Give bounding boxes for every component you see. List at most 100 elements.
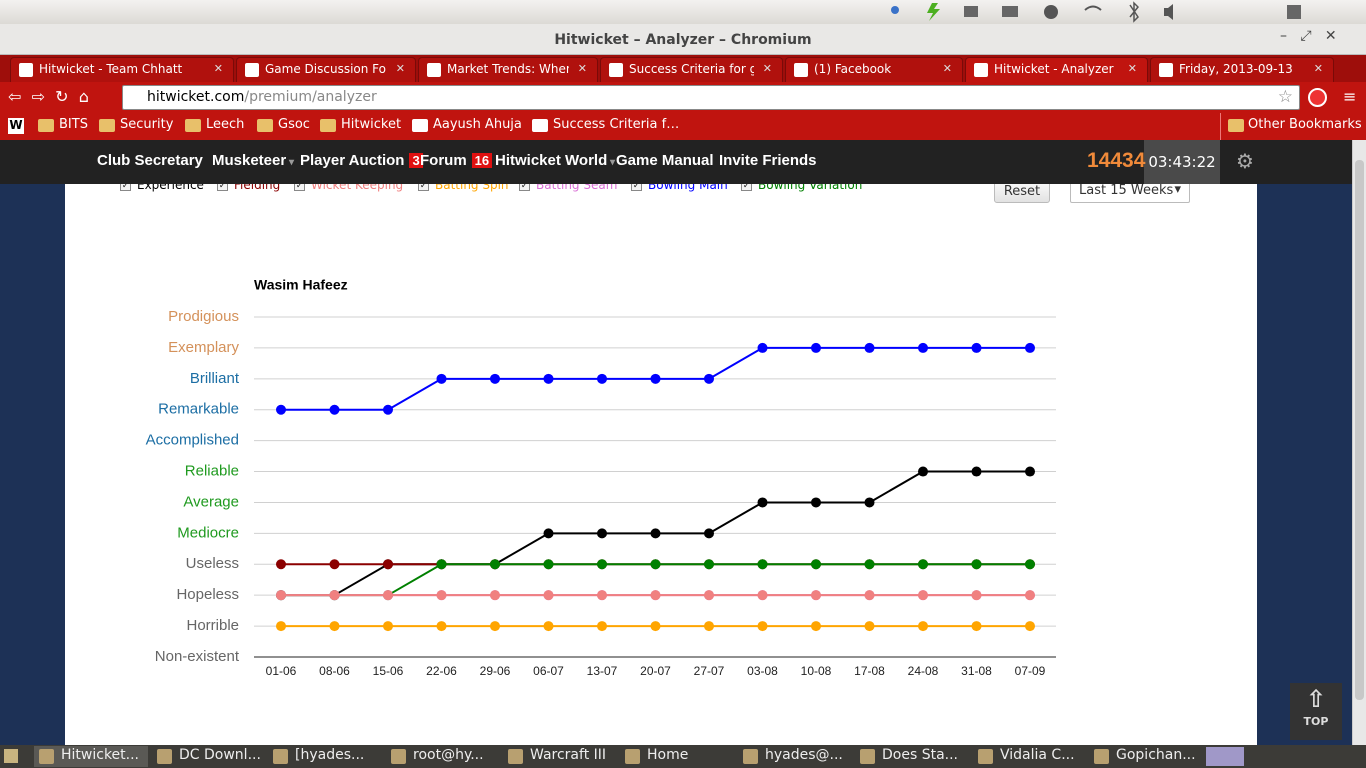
star[interactable]: ☆ xyxy=(1277,87,1293,107)
task-icon xyxy=(508,749,523,764)
tab[interactable]: Hitwicket - Team Chhatt ✕ xyxy=(10,57,234,82)
data-point xyxy=(597,590,607,601)
task[interactable]: root@hy... xyxy=(386,746,500,767)
other-bookmarks[interactable]: Other Bookmarks xyxy=(1228,117,1362,132)
data-point xyxy=(490,373,500,384)
bookmark[interactable]: Security xyxy=(99,117,173,137)
nav-item[interactable]: Player Auction 3 xyxy=(300,152,423,169)
data-point xyxy=(811,621,821,632)
tab[interactable]: Hitwicket - Analyzer ✕ xyxy=(965,57,1148,82)
extension[interactable] xyxy=(1308,88,1327,107)
task-icon xyxy=(157,749,172,764)
menu[interactable]: ≡ xyxy=(1343,87,1357,106)
nav-item[interactable]: Game Manual xyxy=(616,152,714,169)
nav-badge: 3 xyxy=(409,153,423,168)
tab[interactable]: Friday, 2013-09-13 ✕ xyxy=(1150,57,1334,82)
nav-label: Hitwicket World xyxy=(495,152,608,169)
tab-close[interactable]: ✕ xyxy=(1127,62,1137,75)
show-desktop[interactable] xyxy=(4,749,18,763)
task[interactable]: Warcraft III xyxy=(503,746,617,767)
data-point xyxy=(757,497,768,508)
nav-label: Player Auction xyxy=(300,152,405,169)
tab-close[interactable]: ✕ xyxy=(213,62,223,75)
nav-label: Club Secretary xyxy=(97,152,203,169)
x-tick-label: 31-08 xyxy=(961,664,992,678)
scrollbar[interactable] xyxy=(1352,140,1366,745)
tab-title: Hitwicket - Team Chhatt xyxy=(39,62,183,76)
legend-label: Fielding xyxy=(234,184,281,192)
bookmark[interactable]: Hitwicket xyxy=(320,117,401,137)
tab[interactable]: Game Discussion Forum ✕ xyxy=(236,57,416,82)
address-bar[interactable]: hitwicket.com/premium/analyzer ☆ xyxy=(122,85,1300,110)
range-select[interactable]: Last 15 Weeks ▾ xyxy=(1070,184,1190,203)
series xyxy=(276,590,1035,601)
task[interactable]: Hitwicket... xyxy=(34,746,148,767)
nav-item[interactable]: Musketeer ▾ xyxy=(212,152,294,169)
data-point xyxy=(329,621,340,632)
checkbox[interactable]: ✓ xyxy=(120,184,131,191)
x-tick-label: 06-07 xyxy=(533,664,564,678)
bookmark[interactable]: Gsoc xyxy=(257,117,310,137)
top-button[interactable]: ⇧ TOP xyxy=(1290,683,1342,740)
data-point xyxy=(543,621,554,632)
tab-close[interactable]: ✕ xyxy=(395,62,405,75)
nav-item[interactable]: Club Secretary xyxy=(97,152,203,169)
toolbar: ⇦ ⇨ ↻ ⌂ hitwicket.com/premium/analyzer ☆… xyxy=(0,82,1366,113)
nav-item[interactable]: Invite Friends xyxy=(719,152,817,169)
data-point xyxy=(597,373,607,384)
checkbox[interactable]: ✓ xyxy=(217,184,228,191)
y-tick-label: Brilliant xyxy=(190,370,240,387)
tab-close[interactable]: ✕ xyxy=(762,62,772,75)
task-icon xyxy=(860,749,875,764)
checkbox[interactable]: ✓ xyxy=(418,184,429,191)
legend-item[interactable]: ✓ Wicket Keeping xyxy=(294,184,403,192)
task[interactable]: DC Downl... xyxy=(152,746,266,767)
legend-item[interactable]: ✓ Fielding xyxy=(217,184,280,192)
bookmark[interactable]: Success Criteria f… xyxy=(532,117,679,137)
legend-item[interactable]: ✓ Batting Seam xyxy=(519,184,617,192)
task[interactable]: Does Sta... xyxy=(855,746,969,767)
tab-close[interactable]: ✕ xyxy=(1313,62,1323,75)
task-icon xyxy=(978,749,993,764)
nav-item[interactable]: Hitwicket World ▾ xyxy=(495,152,615,169)
data-point xyxy=(757,590,768,601)
tab-close[interactable]: ✕ xyxy=(942,62,952,75)
nav-item[interactable]: Forum 16 xyxy=(420,152,493,169)
nav-buttons[interactable]: ⇦ ⇨ ↻ ⌂ xyxy=(8,87,89,106)
content-panel: ✓ Experience ✓ Fielding ✓ Wicket Keeping ✓ Batt… xyxy=(65,184,1257,745)
legend-item[interactable]: ✓ Bowling Variation xyxy=(741,184,862,192)
data-point xyxy=(704,528,714,539)
window-controls[interactable]: – ⤢ ✕ xyxy=(1280,28,1337,44)
checkbox[interactable]: ✓ xyxy=(631,184,642,191)
data-point xyxy=(704,621,714,632)
bookmark[interactable]: BITS xyxy=(38,117,88,137)
data-point xyxy=(971,342,982,353)
legend-item[interactable]: ✓ Bowling Main xyxy=(631,184,728,192)
tab-icon xyxy=(427,63,441,77)
task[interactable]: Gopichan... xyxy=(1089,746,1203,767)
task[interactable]: [hyades... xyxy=(268,746,382,767)
task-icon xyxy=(1094,749,1109,764)
legend-item[interactable]: ✓ Batting Spin xyxy=(418,184,509,192)
scroll-thumb[interactable] xyxy=(1355,160,1364,700)
tab[interactable]: Market Trends: When t ✕ xyxy=(418,57,598,82)
reset-button[interactable]: Reset xyxy=(994,184,1050,203)
workspace[interactable] xyxy=(1206,747,1244,766)
legend-item[interactable]: ✓ Experience xyxy=(120,184,204,192)
checkbox[interactable]: ✓ xyxy=(741,184,752,191)
settings[interactable]: ⚙ xyxy=(1236,149,1254,173)
checkbox[interactable]: ✓ xyxy=(294,184,305,191)
task[interactable]: Vidalia C... xyxy=(973,746,1087,767)
tab[interactable]: (1) Facebook ✕ xyxy=(785,57,963,82)
task[interactable]: Home xyxy=(620,746,734,767)
task[interactable]: hyades@... xyxy=(738,746,852,767)
tab[interactable]: Success Criteria for gst ✕ xyxy=(600,57,783,82)
checkbox[interactable]: ✓ xyxy=(519,184,530,191)
data-point xyxy=(864,621,875,632)
w-icon[interactable]: W xyxy=(8,118,24,134)
tab-close[interactable]: ✕ xyxy=(577,62,587,75)
bookmark[interactable]: Leech xyxy=(185,117,244,137)
bookmark[interactable]: Aayush Ahuja xyxy=(412,117,522,137)
